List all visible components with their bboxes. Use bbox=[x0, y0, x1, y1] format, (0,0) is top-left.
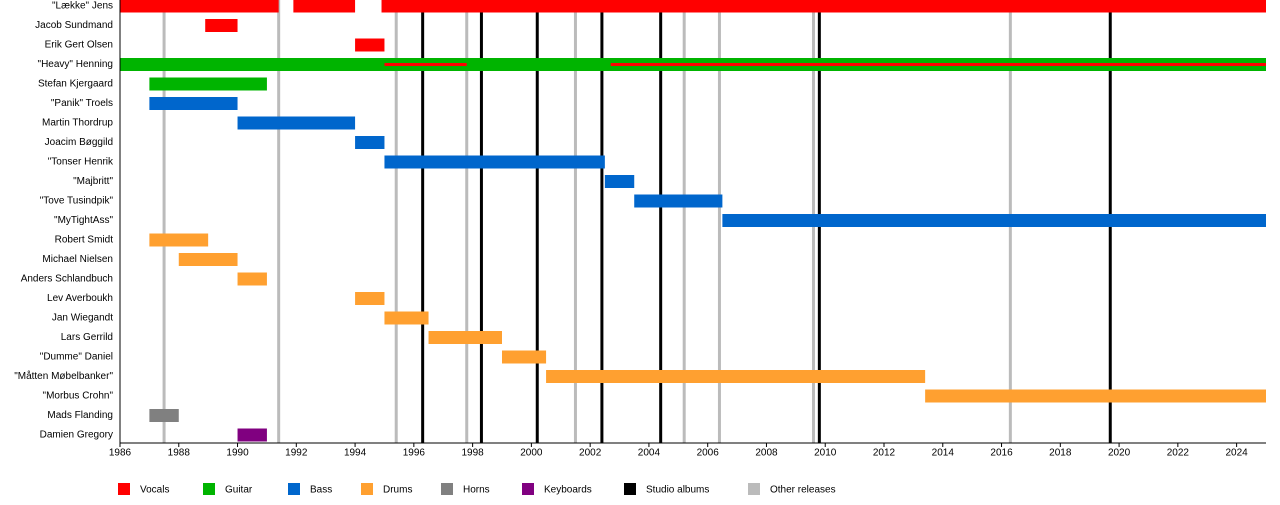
tenure-bar bbox=[178, 253, 238, 266]
member-label: Michael Nielsen bbox=[42, 254, 113, 265]
member-label: Anders Schlandbuch bbox=[21, 274, 113, 285]
member-label: "Dumme" Daniel bbox=[40, 352, 113, 363]
member-label: "Morbus Crohn" bbox=[43, 391, 114, 402]
tenure-bar bbox=[634, 194, 723, 208]
legend-label: Keyboards bbox=[544, 485, 592, 496]
x-tick-label: 2004 bbox=[638, 448, 661, 459]
member-label: Jacob Sundmand bbox=[35, 20, 113, 31]
member-label: "Heavy" Henning bbox=[38, 59, 113, 70]
tenure-bar bbox=[149, 233, 209, 247]
tenure-bar bbox=[355, 136, 385, 149]
member-label: "MyTightAss" bbox=[54, 215, 113, 226]
legend-label: Horns bbox=[463, 485, 490, 496]
tenure-bar bbox=[381, 0, 1266, 13]
tenure-bar bbox=[428, 331, 502, 344]
tenure-bar bbox=[293, 0, 356, 13]
tenure-bar bbox=[610, 63, 1266, 66]
tenure-bar bbox=[120, 0, 279, 13]
x-tick-label: 2006 bbox=[697, 448, 720, 459]
x-tick-label: 1998 bbox=[461, 448, 484, 459]
x-tick-label: 2014 bbox=[932, 448, 955, 459]
tenure-bar bbox=[502, 350, 547, 364]
member-label: "Måtten Møbelbanker" bbox=[14, 370, 113, 382]
legend-swatch bbox=[203, 483, 215, 495]
member-label: "Majbritt" bbox=[73, 176, 113, 187]
x-tick-label: 1996 bbox=[403, 448, 426, 459]
legend-label: Drums bbox=[383, 485, 412, 496]
legend-label: Bass bbox=[310, 485, 332, 496]
legend-swatch bbox=[522, 483, 534, 495]
tenure-bar bbox=[384, 63, 467, 66]
x-tick-label: 1992 bbox=[285, 448, 308, 459]
legend-label: Guitar bbox=[225, 485, 253, 496]
x-tick-label: 2008 bbox=[755, 448, 778, 459]
tenure-bar bbox=[604, 175, 635, 188]
tenure-bar bbox=[149, 409, 179, 422]
tenure-bar bbox=[205, 19, 238, 32]
member-label: Erik Gert Olsen bbox=[45, 40, 113, 51]
x-tick-label: 1990 bbox=[226, 448, 249, 459]
legend-swatch bbox=[361, 483, 373, 495]
x-tick-label: 1994 bbox=[344, 448, 367, 459]
legend-swatch bbox=[624, 483, 636, 495]
member-label: Damien Gregory bbox=[40, 430, 113, 441]
x-tick-label: 2016 bbox=[990, 448, 1013, 459]
tenure-bar bbox=[355, 292, 385, 305]
tenure-bar bbox=[355, 38, 385, 52]
tenure-bar bbox=[384, 155, 605, 169]
tenure-bar bbox=[237, 272, 267, 286]
legend-swatch bbox=[118, 483, 130, 495]
member-label: Mads Flanding bbox=[47, 410, 113, 421]
member-label: Lars Gerrild bbox=[61, 332, 113, 343]
tenure-bar bbox=[237, 116, 356, 130]
tenure-bar bbox=[925, 389, 1266, 403]
x-tick-label: 2024 bbox=[1225, 448, 1248, 459]
legend-label: Vocals bbox=[140, 485, 169, 496]
x-tick-label: 2018 bbox=[1049, 448, 1072, 459]
x-tick-label: 1986 bbox=[109, 448, 132, 459]
tenure-bar bbox=[149, 97, 238, 110]
member-label: "Lække" Jens bbox=[52, 1, 113, 12]
x-tick-label: 2012 bbox=[873, 448, 896, 459]
tenure-bar bbox=[384, 311, 429, 325]
x-tick-label: 2010 bbox=[814, 448, 837, 459]
tenure-bar bbox=[149, 77, 267, 91]
legend-label: Studio albums bbox=[646, 485, 709, 496]
x-tick-label: 2002 bbox=[579, 448, 602, 459]
legend-swatch bbox=[288, 483, 300, 495]
x-tick-label: 2022 bbox=[1167, 448, 1190, 459]
member-label: Lev Averboukh bbox=[47, 293, 113, 304]
member-label: "Panik" Troels bbox=[51, 98, 113, 109]
legend-label: Other releases bbox=[770, 485, 836, 496]
member-label: Martin Thordrup bbox=[42, 118, 113, 129]
member-label: Robert Smidt bbox=[55, 235, 114, 246]
legend-swatch bbox=[441, 483, 453, 495]
x-tick-label: 2020 bbox=[1108, 448, 1131, 459]
member-label: Joacim Bøggild bbox=[45, 137, 113, 148]
tenure-bar bbox=[722, 214, 1266, 227]
tenure-bar bbox=[546, 370, 926, 383]
member-label: Stefan Kjergaard bbox=[38, 79, 113, 90]
tenure-bar bbox=[237, 428, 267, 442]
x-tick-label: 1988 bbox=[168, 448, 191, 459]
legend-swatch bbox=[748, 483, 760, 495]
x-tick-label: 2000 bbox=[520, 448, 543, 459]
member-label: "Tove Tusindpik" bbox=[40, 196, 114, 207]
member-label: "Tonser Henrik bbox=[48, 157, 114, 168]
member-label: Jan Wiegandt bbox=[52, 313, 113, 324]
